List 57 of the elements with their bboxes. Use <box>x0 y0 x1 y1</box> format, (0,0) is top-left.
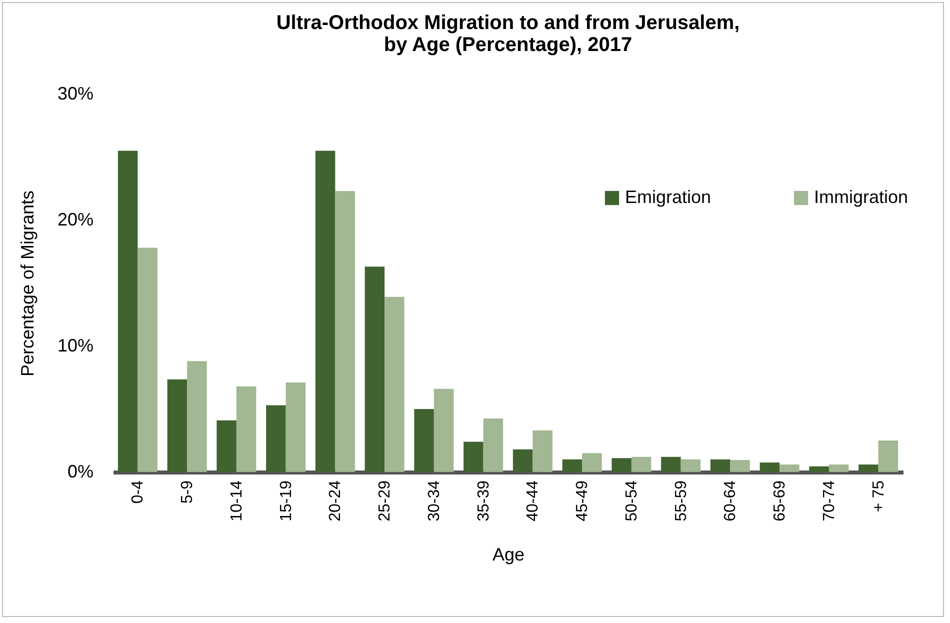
bar <box>809 466 829 472</box>
bar <box>266 405 286 472</box>
x-axis-title: Age <box>492 544 525 564</box>
x-tick-label: 20-24 <box>327 480 344 522</box>
bar <box>384 296 404 472</box>
bar <box>464 442 484 472</box>
bar <box>878 440 898 472</box>
bar <box>335 191 355 472</box>
bar <box>434 388 454 472</box>
bar <box>236 386 256 472</box>
bar <box>138 248 158 472</box>
bar <box>562 459 582 472</box>
bar <box>187 361 207 472</box>
x-tick-label: 50-54 <box>623 480 640 522</box>
x-tick-label: 15-19 <box>278 480 295 522</box>
y-axis-title: Percentage of Migrants <box>17 190 38 377</box>
y-tick-label: 0% <box>67 462 94 482</box>
y-tick-label: 20% <box>57 210 94 230</box>
bar <box>858 464 878 472</box>
x-tick-label: 0-4 <box>130 480 147 504</box>
x-tick-label: 45-49 <box>574 480 592 522</box>
bar <box>680 459 701 472</box>
bar <box>730 460 750 472</box>
x-tick-label: 55-59 <box>672 480 690 522</box>
bar <box>532 430 552 472</box>
x-tick-label: + 75 <box>870 480 888 512</box>
chart-title: Ultra-Orthodox Migration to and from Jerusalem, by Age (Percentage), 2017 <box>276 12 740 56</box>
x-tick-label: 10-14 <box>228 480 246 522</box>
bar <box>216 420 236 472</box>
y-tick-label: 10% <box>57 336 94 356</box>
bar <box>167 379 188 472</box>
bar <box>582 453 602 472</box>
x-tick-label: 25-29 <box>376 480 394 522</box>
x-tick-label: 70-74 <box>820 480 838 522</box>
x-tick-label: 65-69 <box>772 480 789 522</box>
bar <box>414 409 434 472</box>
bar <box>512 449 533 472</box>
bar <box>364 266 385 472</box>
x-tick-label: 5-9 <box>179 480 196 504</box>
legend-label: Emigration <box>625 187 712 207</box>
bar <box>483 418 504 472</box>
legend-label: Immigration <box>814 187 908 207</box>
bar <box>780 464 800 472</box>
bar <box>286 382 306 472</box>
bar <box>710 459 730 472</box>
bar <box>631 456 652 472</box>
bar <box>612 458 632 472</box>
x-tick-label: 35-39 <box>475 480 492 522</box>
bar <box>315 150 336 472</box>
x-tick-label: 60-64 <box>722 480 740 522</box>
bar <box>760 462 780 472</box>
bar <box>118 150 138 472</box>
bar <box>661 456 681 472</box>
x-tick-label: 30-34 <box>426 480 443 522</box>
bar <box>828 464 849 472</box>
y-tick-label: 30% <box>57 84 94 104</box>
x-tick-label: 40-44 <box>524 480 542 522</box>
